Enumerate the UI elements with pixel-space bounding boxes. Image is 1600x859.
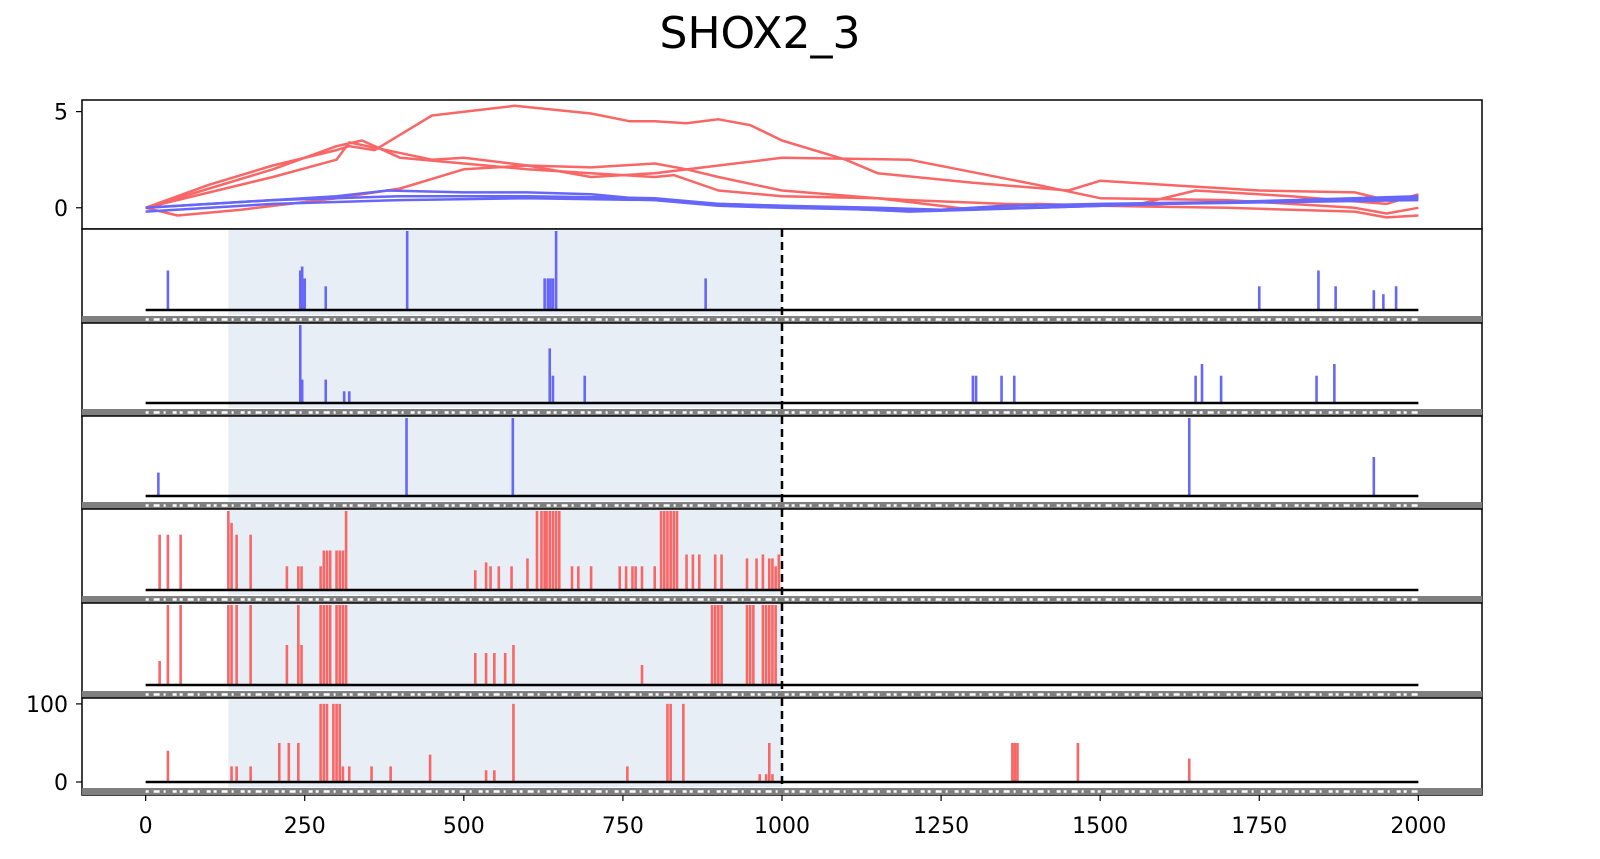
panel-track-2 <box>81 322 1483 417</box>
y-tick-label: 0 <box>54 197 68 222</box>
highlight-region <box>228 699 782 787</box>
sequence-track <box>82 596 1482 603</box>
x-tick-label: 750 <box>602 814 644 839</box>
y-tick-label: 100 <box>26 693 68 718</box>
panel-track-5 <box>81 602 1483 699</box>
x-tick-label: 1750 <box>1231 814 1287 839</box>
x-tick-label: 500 <box>443 814 485 839</box>
y-tick-label: 0 <box>54 771 68 796</box>
sequence-track <box>82 316 1482 323</box>
x-tick-label: 1000 <box>754 814 810 839</box>
highlight-region <box>228 324 782 408</box>
highlight-region <box>228 417 782 501</box>
panel-cumulative: 05 <box>54 99 1483 230</box>
cumulative-line-1 <box>145 104 1419 209</box>
chart-title: SHOX2_3 <box>660 8 861 59</box>
x-tick-label: 2000 <box>1390 814 1446 839</box>
sequence-track <box>82 502 1482 509</box>
panel-track-1 <box>81 228 1483 324</box>
sequence-track <box>82 691 1482 698</box>
x-tick-label: 0 <box>139 814 153 839</box>
x-tick-label: 250 <box>284 814 326 839</box>
y-tick-label: 5 <box>54 101 68 126</box>
panel-track-3 <box>81 415 1483 510</box>
panel-track-4 <box>81 508 1483 604</box>
x-tick-label: 1250 <box>913 814 969 839</box>
x-tick-label: 1500 <box>1072 814 1128 839</box>
cumulative-line-3 <box>145 139 1419 209</box>
cumulative-line-7 <box>145 196 1419 213</box>
sequence-track <box>82 409 1482 416</box>
sequence-track <box>82 788 1482 795</box>
highlight-region <box>228 230 782 315</box>
